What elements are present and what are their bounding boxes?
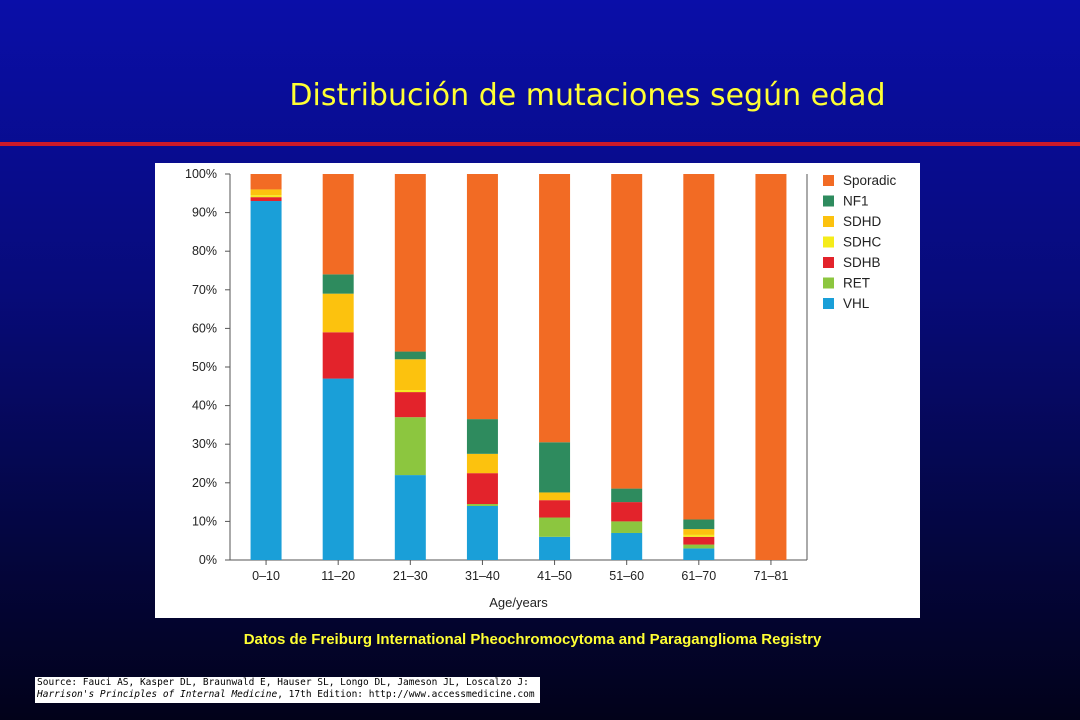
bar-segment-sporadic: [755, 174, 787, 560]
bar-segment-vhl: [539, 536, 571, 560]
legend-label-sdhc: SDHC: [843, 235, 882, 250]
chart-panel: 0% 10% 20% 30% 40% 50% 60% 70% 80% 90% 100% 0–10 11–…: [155, 163, 920, 618]
legend-label-sdhd: SDHD: [843, 214, 882, 229]
legend-swatch-vhl: [823, 298, 834, 309]
x-axis-label: Age/years: [489, 595, 548, 610]
legend-label-sporadic: Sporadic: [843, 173, 897, 188]
citation-line-2: Harrison's Principles of Internal Medici…: [37, 689, 540, 701]
bar-segment-sdhb: [539, 500, 571, 518]
bar-segment-sporadic: [250, 174, 282, 190]
bar-segment-ret: [683, 544, 715, 549]
citation-line-1: Source: Fauci AS, Kasper DL, Braunwald E…: [37, 677, 529, 688]
citation-book-title: Harrison's Principles of Internal Medici…: [37, 689, 278, 700]
legend-label-nf1: NF1: [843, 194, 869, 209]
title-divider: [0, 142, 1080, 146]
bar-segment-sporadic: [466, 174, 498, 420]
bar-segment-sdhb: [611, 502, 643, 522]
legend-swatch-sdhc: [823, 236, 834, 248]
bar-segment-sdhd: [322, 293, 354, 333]
bar-segment-sdhc: [394, 390, 426, 393]
bar-segment-sdhc: [250, 195, 282, 198]
bar-segment-vhl: [683, 548, 715, 560]
legend-swatch-ret: [823, 277, 834, 289]
bar-segment-sdhb: [250, 197, 282, 202]
y-tick-label: 100%: [185, 167, 217, 181]
y-tick-label: 40%: [192, 399, 217, 413]
bar-segment-sdhd: [683, 529, 715, 535]
x-tick-label: 51–60: [609, 569, 644, 583]
bar-segment-ret: [611, 521, 643, 533]
bar-segment-sdhc: [683, 534, 715, 537]
data-source-caption: Datos de Freiburg International Pheochro…: [243, 631, 822, 648]
bar-segment-nf1: [322, 274, 354, 294]
legend-swatch-nf1: [823, 195, 834, 207]
bar-segment-sporadic: [394, 174, 426, 352]
bar-segment-sporadic: [322, 174, 354, 275]
bar-segment-nf1: [539, 442, 571, 493]
legend-label-ret: RET: [843, 276, 870, 291]
bar-segment-nf1: [394, 351, 426, 360]
x-tick-label: 21–30: [393, 569, 428, 583]
bar-segment-vhl: [611, 532, 643, 560]
slide-title: Distribución de mutaciones según edad: [289, 78, 886, 113]
bar-segment-sdhd: [394, 359, 426, 391]
bar-segment-nf1: [683, 519, 715, 530]
legend-swatch-sdhd: [823, 216, 834, 227]
y-tick-label: 80%: [192, 244, 217, 258]
bar-segment-ret: [539, 517, 571, 537]
legend-label-sdhb: SDHB: [843, 255, 881, 270]
bar-segment-sdhd: [466, 453, 498, 474]
bar-segment-sporadic: [611, 174, 643, 489]
x-tick-label: 31–40: [465, 569, 500, 583]
y-tick-label: 70%: [192, 283, 217, 297]
bar-segment-sdhb: [683, 536, 715, 545]
citation-box: Source: Fauci AS, Kasper DL, Braunwald E…: [35, 677, 540, 703]
bar-segment-vhl: [322, 378, 354, 560]
bar-segment-ret: [466, 504, 498, 506]
y-tick-label: 30%: [192, 437, 217, 451]
x-tick-label: 41–50: [537, 569, 572, 583]
bar-segment-vhl: [466, 505, 498, 560]
y-tick-label: 0%: [199, 553, 217, 567]
bar-segment-sdhb: [322, 332, 354, 379]
y-tick-label: 60%: [192, 321, 217, 335]
legend-swatch-sporadic: [823, 175, 834, 186]
bar-segment-sdhd: [539, 492, 571, 501]
legend-label-vhl: VHL: [843, 296, 870, 311]
citation-edition-url: , 17th Edition: http://www.accessmedicin…: [277, 689, 535, 700]
x-tick-label: 61–70: [681, 569, 716, 583]
bar-segment-sdhb: [394, 392, 426, 418]
stacked-bar-chart: 0% 10% 20% 30% 40% 50% 60% 70% 80% 90% 100% 0–10 11–…: [185, 167, 897, 610]
bar-segment-ret: [394, 417, 426, 476]
bar-segment-sdhb: [466, 473, 498, 505]
y-tick-label: 20%: [192, 476, 217, 490]
y-tick-label: 10%: [192, 514, 217, 528]
bar-segment-sdhd: [250, 189, 282, 196]
bar-segment-nf1: [611, 488, 643, 503]
x-tick-label: 0–10: [252, 569, 280, 583]
y-tick-label: 50%: [192, 360, 217, 374]
bar-segment-sporadic: [683, 174, 715, 520]
bar-segment-vhl: [250, 201, 282, 560]
bar-segment-vhl: [394, 475, 426, 560]
bar-segment-sporadic: [539, 174, 571, 443]
bar-segment-nf1: [466, 419, 498, 454]
x-tick-label: 71–81: [754, 569, 789, 583]
x-tick-label: 11–20: [321, 569, 355, 583]
legend-swatch-sdhb: [823, 257, 834, 268]
y-tick-label: 90%: [192, 206, 217, 220]
